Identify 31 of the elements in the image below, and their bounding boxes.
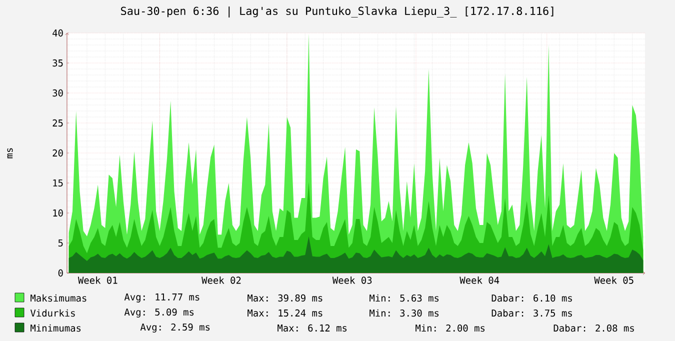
y-tick-label: 15: [53, 179, 63, 187]
x-tick-label: Week 02: [202, 276, 241, 284]
x-tick-label: Week 05: [594, 276, 634, 284]
text: Avg: 5.09 ms: [124, 308, 194, 318]
text: Min: 3.30 ms: [370, 309, 439, 317]
text: Max: 39.89 ms: [248, 294, 322, 302]
text: Min: 5.63 ms: [370, 294, 439, 302]
y-tick-label: 30: [52, 89, 63, 97]
legend-label: Maksimumas: [30, 294, 86, 302]
legend-label: Vidurkis: [30, 309, 75, 317]
text: Dabar: 3.75 ms: [492, 309, 572, 317]
y-axis-title: ms: [7, 148, 13, 158]
text: Dabar: 6.10 ms: [492, 294, 572, 302]
text: Max: 15.24 ms: [248, 309, 322, 317]
y-tick-label: 25: [52, 119, 63, 127]
y-tick-label: 20: [52, 149, 63, 157]
x-tick-label: Week 03: [332, 276, 372, 284]
legend-label: Minimumas: [30, 324, 81, 332]
y-tick-label: 10: [53, 209, 63, 217]
chart-title: Sau-30-pen 6:36 | Lag'as su Puntuko_Slavka Liepu_3_ [172.17.8.116]: [121, 6, 554, 18]
text: Avg: 11.77 ms: [124, 294, 200, 302]
text: Avg: 2.59 ms: [140, 323, 210, 333]
y-tick-label: 0: [58, 269, 63, 277]
x-tick-label: Week 04: [460, 276, 500, 284]
y-tick-label: 40: [52, 29, 63, 37]
y-tick-label: 5: [58, 239, 63, 247]
y-tick-label: 35: [52, 59, 63, 67]
text: Dabar: 2.08 ms: [554, 324, 634, 332]
x-tick-label: Week 01: [78, 276, 118, 284]
text: Min: 2.00 ms: [416, 324, 485, 332]
text: Max: 6.12 ms: [278, 324, 347, 332]
